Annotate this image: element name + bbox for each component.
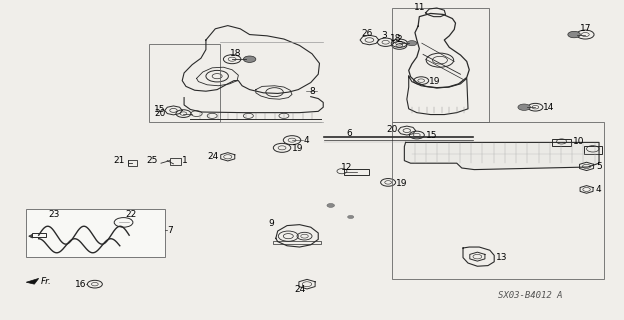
Bar <box>26 209 165 257</box>
Text: 4: 4 <box>304 136 310 145</box>
Text: 23: 23 <box>49 210 60 219</box>
Bar <box>392 122 604 279</box>
Bar <box>584 147 602 155</box>
Bar <box>32 233 46 237</box>
Circle shape <box>348 215 354 219</box>
Text: 12: 12 <box>341 163 352 172</box>
Text: 14: 14 <box>543 103 554 112</box>
Bar <box>128 160 137 166</box>
Text: 1: 1 <box>182 156 188 165</box>
Text: 6: 6 <box>346 129 353 138</box>
Text: 15: 15 <box>154 105 165 114</box>
Text: 19: 19 <box>429 77 441 86</box>
Bar <box>170 158 181 165</box>
Polygon shape <box>29 234 32 238</box>
Text: 4: 4 <box>596 185 602 194</box>
Polygon shape <box>26 278 39 284</box>
Text: SX03-B4012 A: SX03-B4012 A <box>498 292 563 300</box>
Circle shape <box>518 104 530 110</box>
Text: 10: 10 <box>573 137 584 146</box>
Bar <box>552 139 571 146</box>
Text: 13: 13 <box>496 253 507 262</box>
Text: 8: 8 <box>310 87 315 96</box>
Text: 25: 25 <box>146 156 157 165</box>
Text: 24: 24 <box>207 152 218 161</box>
Circle shape <box>568 31 580 38</box>
Circle shape <box>407 41 417 46</box>
Text: 20: 20 <box>154 109 165 118</box>
Text: 19: 19 <box>292 144 303 153</box>
Text: Fr.: Fr. <box>41 277 52 286</box>
Text: 15: 15 <box>426 131 437 140</box>
Text: 24: 24 <box>294 285 305 294</box>
Bar <box>149 44 220 122</box>
Text: 20: 20 <box>387 125 398 134</box>
Text: 2: 2 <box>396 35 402 44</box>
Text: 18: 18 <box>390 34 401 43</box>
Text: 9: 9 <box>269 219 275 228</box>
Bar <box>344 169 369 175</box>
Bar <box>392 8 489 122</box>
Text: 11: 11 <box>414 3 425 12</box>
Text: 21: 21 <box>114 156 125 165</box>
Text: 17: 17 <box>580 24 591 33</box>
Circle shape <box>327 204 334 207</box>
Text: 5: 5 <box>596 162 602 171</box>
Text: 26: 26 <box>361 29 373 38</box>
Text: 22: 22 <box>125 210 137 219</box>
Text: 18: 18 <box>230 49 241 58</box>
Circle shape <box>243 56 256 62</box>
Bar <box>273 241 321 244</box>
Text: 7: 7 <box>167 226 173 235</box>
Text: 3: 3 <box>381 31 388 40</box>
Text: 16: 16 <box>75 280 86 289</box>
Text: 19: 19 <box>396 179 407 188</box>
